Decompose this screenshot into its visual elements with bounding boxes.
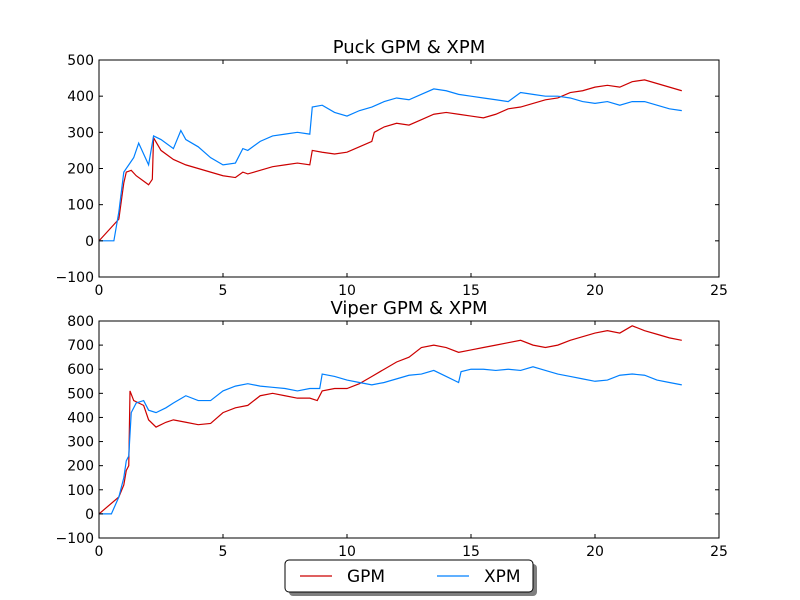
x-tick-label: 25 xyxy=(710,544,728,560)
x-tick-label: 20 xyxy=(586,544,604,560)
y-tick-label: 400 xyxy=(67,410,94,426)
chart-title: Viper GPM & XPM xyxy=(330,298,487,319)
legend-label-gpm: GPM xyxy=(347,567,385,587)
x-tick-label: 0 xyxy=(95,283,104,299)
plot-frame xyxy=(98,320,720,539)
y-tick-label: 0 xyxy=(85,507,94,523)
y-tick-label: 300 xyxy=(67,125,94,141)
y-tick-label: 300 xyxy=(67,435,94,451)
x-tick-label: 10 xyxy=(338,283,356,299)
series-line-xpm xyxy=(99,366,682,515)
y-tick-label: −100 xyxy=(56,270,94,286)
y-tick-label: 0 xyxy=(85,234,94,250)
y-tick-label: 100 xyxy=(67,198,94,214)
legend-label-xpm: XPM xyxy=(484,567,521,587)
y-tick-label: −100 xyxy=(56,531,94,547)
series-line-gpm xyxy=(99,325,682,515)
legend: GPM XPM xyxy=(284,559,537,596)
legend-box xyxy=(284,559,534,593)
x-tick-label: 5 xyxy=(219,544,228,560)
x-tick-label: 5 xyxy=(219,283,228,299)
x-tick-label: 15 xyxy=(462,283,480,299)
chart-title: Puck GPM & XPM xyxy=(333,37,486,58)
x-tick-label: 10 xyxy=(338,544,356,560)
x-tick-label: 0 xyxy=(95,544,104,560)
x-tick-label: 25 xyxy=(710,283,728,299)
y-tick-label: 200 xyxy=(67,459,94,475)
y-tick-label: 600 xyxy=(67,362,94,378)
series-line-xpm xyxy=(99,88,682,242)
series-line-gpm xyxy=(99,79,682,242)
x-tick-label: 15 xyxy=(462,544,480,560)
x-tick-label: 20 xyxy=(586,283,604,299)
y-tick-label: 500 xyxy=(67,53,94,69)
y-tick-label: 700 xyxy=(67,338,94,354)
y-tick-label: 100 xyxy=(67,483,94,499)
y-tick-label: 500 xyxy=(67,386,94,402)
y-tick-label: 200 xyxy=(67,162,94,178)
y-tick-label: 800 xyxy=(67,314,94,330)
y-tick-label: 400 xyxy=(67,89,94,105)
